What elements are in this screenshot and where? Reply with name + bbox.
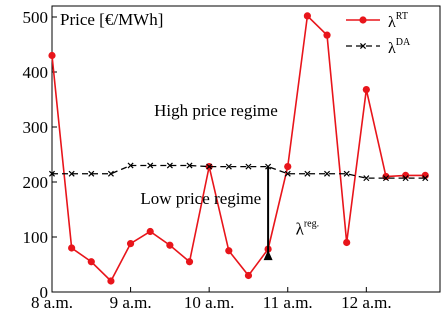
series-point-da bbox=[206, 163, 213, 170]
series-point-da bbox=[48, 170, 56, 177]
annotation-lambda-reg: λreg. bbox=[296, 218, 320, 238]
series-point-rt bbox=[68, 244, 76, 252]
series-point-rt bbox=[244, 271, 253, 280]
series-point-rt bbox=[323, 31, 331, 39]
series-point-da bbox=[324, 170, 331, 177]
y-tick-label: 0 bbox=[40, 283, 49, 302]
x-tick-label: 8 a.m. bbox=[31, 293, 73, 312]
series-point-rt bbox=[225, 247, 233, 255]
series-point-da bbox=[284, 170, 291, 177]
series-point-da bbox=[147, 162, 154, 169]
y-tick-label: 100 bbox=[23, 228, 49, 247]
series-point-rt bbox=[303, 12, 311, 20]
series-point-rt bbox=[402, 171, 410, 179]
series-point-rt bbox=[48, 51, 56, 60]
series-point-rt bbox=[107, 277, 115, 285]
legend-marker-da bbox=[359, 42, 367, 50]
annotation-1: Low price regime bbox=[140, 189, 261, 208]
chart-title: Price [€/MWh] bbox=[60, 10, 163, 29]
series-point-rt bbox=[343, 238, 351, 247]
y-tick-label: 400 bbox=[23, 63, 49, 82]
series-point-da bbox=[304, 170, 311, 177]
y-tick-label: 300 bbox=[23, 118, 49, 137]
series-point-da bbox=[88, 170, 95, 177]
series-point-rt bbox=[126, 240, 135, 248]
series-line-1 bbox=[52, 164, 426, 179]
y-tick-label: 500 bbox=[23, 8, 49, 27]
series-point-rt bbox=[362, 86, 370, 94]
series-point-da bbox=[363, 175, 370, 182]
series-point-rt bbox=[146, 227, 154, 236]
series-point-rt bbox=[185, 258, 194, 266]
x-tick-label: 9 a.m. bbox=[110, 293, 152, 312]
series-point-da bbox=[245, 163, 252, 170]
regulation-arrow-head bbox=[263, 250, 273, 261]
series-point-rt bbox=[421, 171, 429, 179]
series-point-rt bbox=[382, 172, 390, 181]
series-point-rt bbox=[166, 241, 174, 249]
series-point-da bbox=[225, 163, 232, 170]
series-point-da bbox=[127, 162, 134, 169]
legend-label-1: λDA bbox=[388, 37, 411, 57]
series-point-rt bbox=[87, 258, 95, 266]
series-point-da bbox=[422, 175, 429, 182]
series-point-rt bbox=[284, 163, 292, 171]
annotation-0: High price regime bbox=[154, 101, 278, 120]
series-point-da bbox=[68, 170, 75, 177]
series-point-da bbox=[186, 162, 193, 169]
series-point-da bbox=[382, 175, 389, 182]
series-point-da bbox=[107, 170, 114, 177]
series-point-da bbox=[343, 170, 350, 177]
plot-frame bbox=[51, 5, 441, 293]
series-point-da bbox=[402, 175, 409, 182]
series-point-da bbox=[166, 162, 173, 169]
x-tick-label: 10 a.m. bbox=[184, 293, 235, 312]
series-line-0 bbox=[51, 14, 426, 283]
y-tick-label: 200 bbox=[23, 173, 49, 192]
legend-label-0: λRT bbox=[388, 11, 408, 31]
x-tick-label: 11 a.m. bbox=[263, 293, 313, 312]
legend-marker-rt bbox=[359, 16, 367, 24]
x-tick-label: 12 a.m. bbox=[341, 293, 392, 312]
